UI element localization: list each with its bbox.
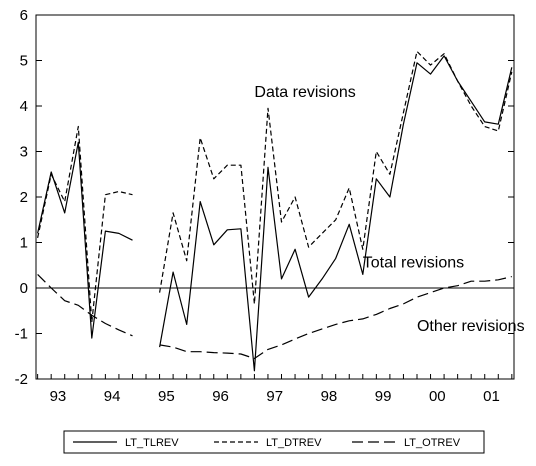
y-tick-label: 3	[20, 144, 28, 161]
y-tick-label: -1	[15, 326, 28, 343]
y-tick-label: 5	[20, 53, 28, 70]
x-tick-label: 00	[429, 388, 446, 405]
y-tick-label: 4	[20, 98, 28, 115]
y-tick-label: 0	[20, 280, 28, 297]
legend-box	[63, 430, 485, 454]
annotation-label: Other revisions	[417, 318, 525, 335]
legend-entry-label: LT_TLREV	[125, 437, 179, 449]
x-tick-label: 98	[321, 388, 338, 405]
legend: LT_TLREV LT_DTREV LT_OTREV	[63, 430, 485, 454]
y-tick-label: -2	[15, 371, 28, 388]
x-tick-label: 93	[50, 388, 67, 405]
plot-frame	[35, 14, 515, 380]
series-line-lt-dtrev	[37, 50, 513, 323]
x-tick-label: 94	[104, 388, 121, 405]
x-axis: 93 94 95 96 97 98 99 00 01	[37, 374, 513, 405]
y-tick-label: 1	[20, 235, 28, 252]
legend-entry-label: LT_OTREV	[404, 437, 461, 449]
y-tick-label: 2	[20, 189, 28, 206]
x-tick-label: 97	[266, 388, 283, 405]
annotation-label: Total revisions	[363, 255, 464, 272]
y-tick-label: 6	[20, 7, 28, 24]
legend-entry-label: LT_DTREV	[266, 437, 322, 449]
annotation-label: Data revisions	[254, 84, 355, 101]
annotations: Data revisions Total revisions Other revis…	[254, 84, 524, 335]
series-lines	[37, 50, 513, 372]
series-line-lt-otrev	[37, 273, 512, 360]
x-tick-label: 99	[375, 388, 392, 405]
x-tick-label: 01	[483, 388, 500, 405]
x-tick-label: 96	[212, 388, 229, 405]
x-tick-label: 95	[158, 388, 175, 405]
